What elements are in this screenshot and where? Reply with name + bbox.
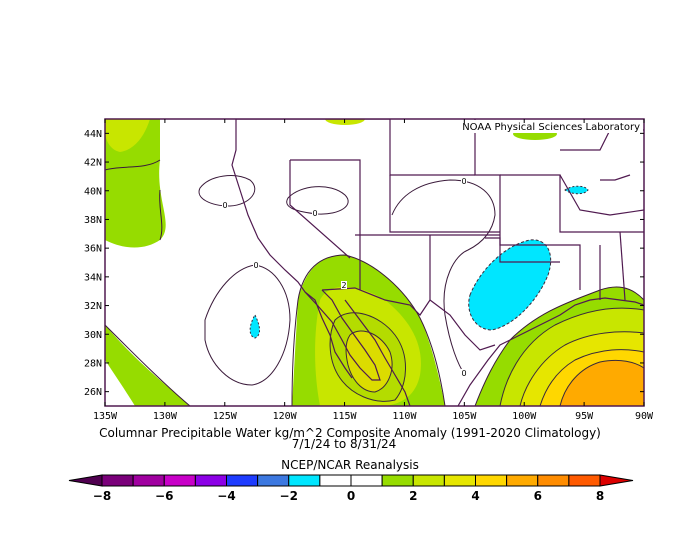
caption-source: NCEP/NCAR Reanalysis xyxy=(281,458,419,472)
y-tick-label: 40N xyxy=(84,186,102,197)
gulf-band-5 xyxy=(559,359,644,406)
colorbar-swatch xyxy=(101,474,134,487)
y-tick-label: 32N xyxy=(84,301,102,312)
x-tick-label: 95W xyxy=(575,411,594,422)
colorbar-swatch xyxy=(475,474,508,487)
contour-label: 0 xyxy=(222,201,227,210)
contour-label: 2 xyxy=(341,281,346,290)
credit-background xyxy=(458,120,643,133)
contour-label-bg xyxy=(253,261,259,269)
colorbar-label: 6 xyxy=(534,489,542,503)
colorbar-swatch xyxy=(506,474,539,487)
x-tick-label: 105W xyxy=(452,411,477,422)
colorbar-swatch xyxy=(350,474,383,487)
colorbar-swatch xyxy=(381,474,414,487)
x-tick-label: 125W xyxy=(213,411,238,422)
contour-label-bg xyxy=(461,177,467,185)
map-frame xyxy=(104,118,645,407)
x-tick-label: 130W xyxy=(153,411,178,422)
colorbar-label: 4 xyxy=(471,489,479,503)
colorbar-swatch xyxy=(132,474,165,487)
contour-label-bg xyxy=(222,201,228,209)
contour-label-bg xyxy=(312,209,318,217)
anomaly-core-4 xyxy=(345,330,393,393)
colorbar-swatch xyxy=(319,474,352,487)
colorbar-swatch xyxy=(568,474,601,487)
colorbar-swatch xyxy=(163,474,196,487)
x-tick-label: 135W xyxy=(93,411,118,422)
contour-label: 0 xyxy=(461,369,466,378)
anomaly-2-4-region xyxy=(105,119,150,152)
y-axis: 26N 28N 30N 32N 34N 36N 38N 40N 42N 44N xyxy=(84,129,644,398)
colorbar: −8 −6 −4 −2 0 2 4 6 8 xyxy=(68,474,634,503)
caption-dates: 7/1/24 to 8/31/24 xyxy=(291,437,397,451)
y-tick-label: 44N xyxy=(84,129,102,140)
contour-label: 0 xyxy=(253,261,258,270)
near-zero-corner xyxy=(105,360,135,406)
credit-label: NOAA Physical Sciences Laboratory xyxy=(462,122,640,133)
y-tick-label: 30N xyxy=(84,330,102,341)
y-tick-label: 36N xyxy=(84,244,102,255)
x-tick-label: 120W xyxy=(273,411,298,422)
map-field xyxy=(105,119,644,406)
colorbar-label: −8 xyxy=(93,489,111,503)
colorbar-swatch xyxy=(443,474,476,487)
colorbar-swatch xyxy=(288,474,321,487)
colorbar-label: −6 xyxy=(155,489,173,503)
y-tick-label: 38N xyxy=(84,215,102,226)
colorbar-swatch xyxy=(537,474,570,487)
x-tick-label: 100W xyxy=(512,411,537,422)
contour-label-bg xyxy=(341,281,347,289)
colorbar-label: −2 xyxy=(280,489,298,503)
x-tick-label: 110W xyxy=(392,411,417,422)
contour-labels: 0 0 0 0 0 2 xyxy=(222,177,467,378)
y-tick-label: 28N xyxy=(84,358,102,369)
caption-title: Columnar Precipitable Water kg/m^2 Compo… xyxy=(99,426,601,440)
zero-contours xyxy=(105,159,644,406)
colorbar-label: 8 xyxy=(596,489,604,503)
colorbar-label: 2 xyxy=(409,489,417,503)
x-axis: 135W 130W 125W 120W 115W 110W 105W 100W 95W 90W xyxy=(93,119,654,422)
colorbar-over-arrow xyxy=(599,474,634,487)
colorbar-swatch xyxy=(194,474,227,487)
colorbar-label: −4 xyxy=(217,489,235,503)
contour-label-bg xyxy=(461,369,467,377)
x-tick-label: 115W xyxy=(333,411,358,422)
colorbar-label: 0 xyxy=(347,489,355,503)
negative-anomaly-pacific xyxy=(249,313,260,339)
colorbar-swatch xyxy=(257,474,290,487)
x-tick-label: 90W xyxy=(635,411,654,422)
y-tick-label: 26N xyxy=(84,387,102,398)
contour-label: 0 xyxy=(461,177,466,186)
contour-label: 0 xyxy=(312,209,317,218)
negative-anomaly-midwest xyxy=(564,185,589,195)
y-tick-label: 34N xyxy=(84,272,102,283)
colorbar-swatch xyxy=(412,474,445,487)
colorbar-under-arrow xyxy=(68,474,103,487)
colorbar-swatch xyxy=(226,474,259,487)
y-tick-label: 42N xyxy=(84,158,102,169)
